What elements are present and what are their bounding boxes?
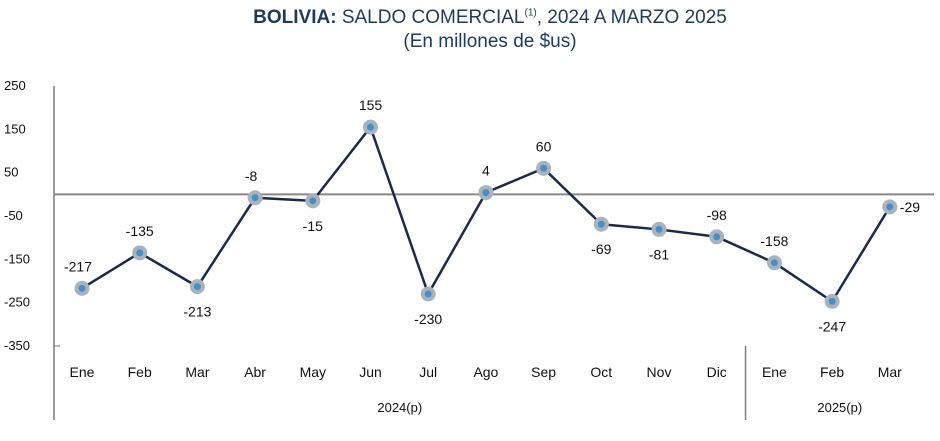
data-point-core xyxy=(828,297,836,305)
title-text: SALDO COMERCIAL xyxy=(336,7,525,28)
y-tick-label: 150 xyxy=(4,121,26,136)
data-label: -135 xyxy=(126,223,154,239)
x-tick-label: Ene xyxy=(70,364,95,380)
title-period: , 2024 A MARZO 2025 xyxy=(536,7,727,28)
data-point-core xyxy=(424,290,432,298)
data-point-core xyxy=(309,197,317,205)
data-point-core xyxy=(770,259,778,267)
x-tick-label: Sep xyxy=(531,364,556,380)
group-label: 2024(p) xyxy=(377,400,422,415)
x-tick-label: Ene xyxy=(762,364,787,380)
y-tick-label: -150 xyxy=(4,251,30,266)
chart-subtitle: (En millones de $us) xyxy=(403,31,577,52)
group-label: 2025(p) xyxy=(817,400,862,415)
x-tick-label: Abr xyxy=(244,364,266,380)
data-label: -29 xyxy=(900,199,920,215)
data-point-core xyxy=(597,220,605,228)
data-point-core xyxy=(78,284,86,292)
y-tick-label: 250 xyxy=(4,78,26,93)
data-label: -247 xyxy=(818,318,846,334)
data-point-core xyxy=(136,249,144,257)
data-point-core xyxy=(886,203,894,211)
y-tick-label: 50 xyxy=(4,165,18,180)
data-point-core xyxy=(367,123,374,131)
chart-title: BOLIVIA: SALDO COMERCIAL(1), 2024 A MARZ… xyxy=(0,6,940,54)
x-tick-label: Feb xyxy=(128,364,152,380)
data-point-core xyxy=(251,194,259,202)
data-label: -230 xyxy=(414,311,442,327)
x-tick-label: Mar xyxy=(185,364,209,380)
title-country: BOLIVIA: xyxy=(253,7,337,28)
title-footnote-mark: (1) xyxy=(524,7,537,19)
y-tick-label: -350 xyxy=(4,338,30,353)
x-tick-label: Dic xyxy=(707,364,727,380)
x-tick-label: May xyxy=(300,364,326,380)
data-point-core xyxy=(482,189,490,197)
x-tick-label: Jul xyxy=(419,364,437,380)
data-label: -81 xyxy=(649,246,669,262)
data-point-core xyxy=(193,283,201,291)
data-label: -217 xyxy=(64,258,92,274)
y-tick-label: -250 xyxy=(4,295,30,310)
series-line xyxy=(81,125,891,303)
data-label: 155 xyxy=(359,97,383,113)
data-point-core xyxy=(540,164,548,172)
data-point-core xyxy=(713,233,721,241)
data-label: -15 xyxy=(303,218,323,234)
x-tick-label: Mar xyxy=(878,364,902,380)
x-tick-label: Oct xyxy=(590,364,612,380)
axes-layer: 250 150 50 -50 -150 -250 -350 2024(p) 2025(p) Ene… xyxy=(4,78,934,420)
x-tick-label: Nov xyxy=(647,364,672,380)
x-tick-label: Jun xyxy=(359,364,382,380)
x-tick-label: Ago xyxy=(473,364,498,380)
data-label: -158 xyxy=(760,233,788,249)
data-label: -8 xyxy=(245,168,258,184)
x-tick-label: Feb xyxy=(820,364,844,380)
data-label: -69 xyxy=(591,241,611,257)
data-label: 60 xyxy=(536,138,552,154)
data-label: 4 xyxy=(482,163,490,179)
data-label: -98 xyxy=(707,207,727,223)
y-tick-label: -50 xyxy=(4,208,23,223)
data-label: -213 xyxy=(183,304,211,320)
series-layer xyxy=(74,119,898,309)
data-point-core xyxy=(655,225,663,233)
title-main: BOLIVIA: SALDO COMERCIAL(1), 2024 A MARZ… xyxy=(0,6,940,30)
labels-layer: -217 -135 -213 -8 -15 155 -230 4 60 -69 -81 -98 -158… xyxy=(64,97,920,334)
